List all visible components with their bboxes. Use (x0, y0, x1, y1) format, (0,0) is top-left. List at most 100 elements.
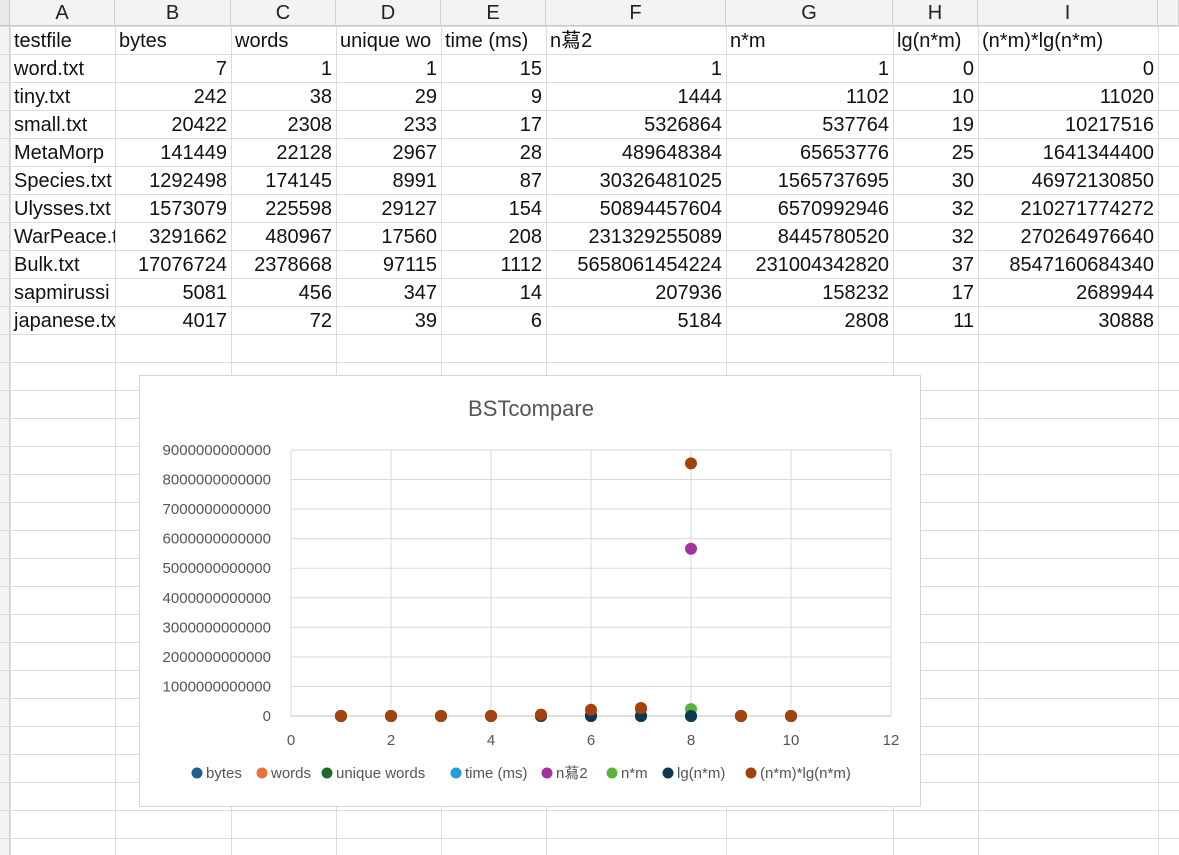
data-cell[interactable]: 5326864 (644, 114, 722, 136)
data-cell[interactable]: 2808 (844, 310, 890, 332)
data-cell[interactable]: 4017 (182, 310, 228, 332)
column-header-e[interactable]: E (441, 0, 546, 26)
data-cell[interactable]: 8547160684340 (1009, 254, 1154, 276)
data-cell[interactable]: 537764 (822, 114, 889, 136)
data-cell[interactable]: 6 (530, 310, 542, 332)
column-header-i[interactable]: I (978, 0, 1158, 26)
data-cell[interactable]: 5184 (677, 310, 723, 332)
data-cell[interactable]: 15 (519, 58, 542, 80)
data-cell[interactable]: 0 (962, 58, 974, 80)
select-all-corner[interactable] (0, 0, 10, 26)
point--n-m-lg-n-m-[interactable] (735, 709, 747, 722)
data-cell[interactable]: 225598 (265, 198, 332, 220)
legend-label[interactable]: (n*m)*lg(n*m) (760, 765, 851, 782)
data-cell[interactable]: 210271774272 (1020, 198, 1154, 220)
data-cell[interactable]: 456 (298, 282, 332, 304)
data-cell[interactable]: 29 (414, 86, 437, 108)
header-cell[interactable]: testfile (14, 30, 72, 52)
legend-label[interactable]: n蕮2 (556, 765, 588, 782)
data-cell[interactable]: 30326481025 (599, 170, 722, 192)
legend-label[interactable]: words (270, 765, 311, 782)
data-cell[interactable]: 207936 (655, 282, 722, 304)
data-cell[interactable]: 65653776 (800, 142, 889, 164)
row-header-strip[interactable] (0, 26, 10, 855)
point-n-2[interactable] (685, 542, 697, 555)
legend-label[interactable]: unique words (336, 765, 425, 782)
point--n-m-lg-n-m-[interactable] (335, 710, 347, 722)
data-cell[interactable]: 10 (951, 86, 974, 108)
header-cell[interactable]: time (ms) (445, 30, 529, 52)
header-cell[interactable]: (n*m)*lg(n*m) (982, 30, 1104, 52)
legend-label[interactable]: lg(n*m) (677, 765, 725, 782)
point--n-m-lg-n-m-[interactable] (485, 709, 497, 722)
testfile-cell[interactable]: WarPeace.t (14, 226, 115, 248)
data-cell[interactable]: 97115 (382, 254, 437, 276)
column-header-b[interactable]: B (115, 0, 231, 26)
header-cell[interactable]: lg(n*m) (897, 30, 962, 52)
data-cell[interactable]: 17 (951, 282, 974, 304)
testfile-cell[interactable]: small.txt (14, 114, 88, 136)
column-header-d[interactable]: D (336, 0, 441, 26)
data-cell[interactable]: 32 (951, 226, 974, 248)
data-cell[interactable]: 242 (193, 86, 227, 108)
data-cell[interactable]: 46972130850 (1031, 170, 1154, 192)
point-lg-n-m-[interactable] (685, 710, 697, 722)
data-cell[interactable]: 19 (951, 114, 974, 136)
data-cell[interactable]: 17 (519, 114, 542, 136)
testfile-cell[interactable]: word.txt (14, 58, 85, 80)
data-cell[interactable]: 1573079 (149, 198, 227, 220)
column-header-h[interactable]: H (893, 0, 978, 26)
data-cell[interactable]: 30 (951, 170, 974, 192)
data-cell[interactable]: 22128 (276, 142, 332, 164)
data-cell[interactable]: 0 (1142, 58, 1154, 80)
testfile-cell[interactable]: japanese.tx (14, 310, 115, 332)
data-cell[interactable]: 231004342820 (755, 254, 889, 276)
column-header-f[interactable]: F (546, 0, 726, 26)
data-cell[interactable]: 1 (877, 58, 889, 80)
data-cell[interactable]: 1 (320, 58, 332, 80)
point--n-m-lg-n-m-[interactable] (785, 710, 797, 722)
point--n-m-lg-n-m-[interactable] (635, 702, 647, 715)
data-cell[interactable]: 25 (951, 142, 974, 164)
data-cell[interactable]: 233 (403, 114, 437, 136)
data-cell[interactable]: 7 (215, 58, 227, 80)
data-cell[interactable]: 1112 (500, 254, 542, 276)
data-cell[interactable]: 5081 (182, 282, 228, 304)
data-cell[interactable]: 1102 (845, 86, 889, 108)
data-cell[interactable]: 270264976640 (1020, 226, 1154, 248)
testfile-cell[interactable]: tiny.txt (14, 86, 71, 108)
testfile-cell[interactable]: Ulysses.txt (14, 198, 111, 220)
data-cell[interactable]: 9 (530, 86, 542, 108)
data-cell[interactable]: 2689944 (1076, 282, 1154, 304)
data-cell[interactable]: 17560 (381, 226, 437, 248)
data-cell[interactable]: 158232 (822, 282, 889, 304)
data-cell[interactable]: 231329255089 (588, 226, 722, 248)
data-cell[interactable]: 11 (953, 310, 974, 332)
chart-object[interactable]: BSTcompare 0 1000000000000 2000000000000 30… (139, 375, 921, 807)
data-cell[interactable]: 1641344400 (1042, 142, 1154, 164)
data-cell[interactable]: 28 (519, 142, 542, 164)
data-cell[interactable]: 10217516 (1065, 114, 1154, 136)
data-cell[interactable]: 87 (519, 170, 542, 192)
column-header-g[interactable]: G (726, 0, 893, 26)
legend-label[interactable]: bytes (206, 765, 242, 782)
data-cell[interactable]: 208 (508, 226, 542, 248)
data-cell[interactable]: 489648384 (621, 142, 722, 164)
legend-label[interactable]: n*m (621, 765, 648, 782)
legend-label[interactable]: time (ms) (465, 765, 528, 782)
data-cell[interactable]: 50894457604 (599, 198, 722, 220)
header-cell[interactable]: words (235, 30, 289, 52)
data-cell[interactable]: 8445780520 (777, 226, 889, 248)
data-cell[interactable]: 2308 (287, 114, 333, 136)
data-cell[interactable]: 1 (710, 58, 722, 80)
data-cell[interactable]: 38 (309, 86, 332, 108)
data-cell[interactable]: 17076724 (138, 254, 227, 276)
header-cell[interactable]: unique wo (340, 30, 432, 52)
header-cell[interactable]: n*m (730, 30, 766, 52)
data-cell[interactable]: 141449 (160, 142, 227, 164)
data-cell[interactable]: 1 (425, 58, 437, 80)
data-cell[interactable]: 11020 (1099, 86, 1154, 108)
data-cell[interactable]: 2967 (392, 142, 438, 164)
data-cell[interactable]: 154 (508, 198, 542, 220)
column-header-c[interactable]: C (231, 0, 336, 26)
